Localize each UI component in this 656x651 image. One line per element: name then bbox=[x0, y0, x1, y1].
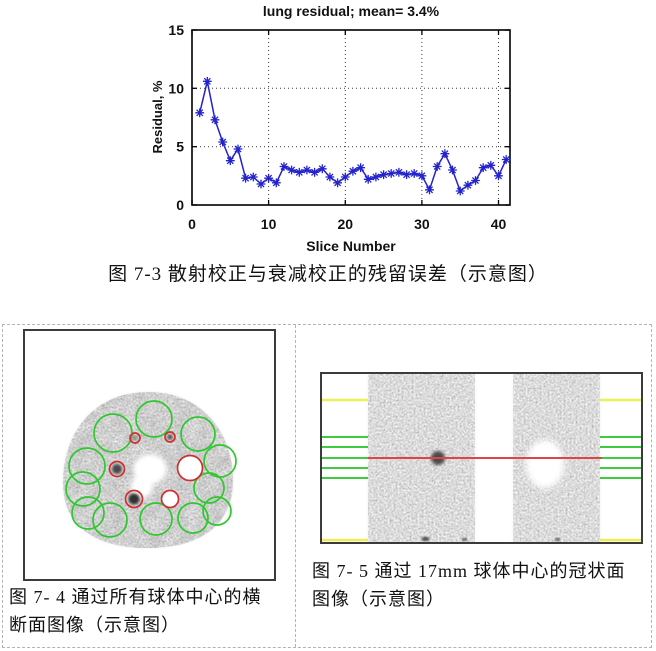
residual-line-chart: 0 10 20 30 40 0 5 10 15 lung residual; mean= 3.4… bbox=[150, 3, 511, 254]
figure-7-4-caption-line1: 图 7- 4 通过所有球体中心的横 bbox=[9, 587, 262, 607]
red-roi-circles bbox=[108, 431, 204, 509]
figures-table: 图 7- 4 通过所有球体中心的横 断面图像（示意图） bbox=[2, 324, 652, 648]
figure-7-5-caption-line2: 图像（示意图） bbox=[312, 589, 445, 609]
svg-text:15: 15 bbox=[168, 22, 184, 38]
svg-text:5: 5 bbox=[176, 139, 184, 155]
residual-chart-figure: 0 10 20 30 40 0 5 10 15 lung residual; mean= 3.4… bbox=[0, 0, 656, 258]
chart-gridlines bbox=[192, 30, 510, 205]
phantom-transaxial-svg bbox=[63, 392, 237, 548]
figure-7-4-caption: 图 7- 4 通过所有球体中心的横 断面图像（示意图） bbox=[9, 583, 293, 639]
phantom-coronal-svg bbox=[322, 374, 641, 542]
figure-7-5-caption: 图 7- 5 通过 17mm 球体中心的冠状面 图像（示意图） bbox=[312, 557, 646, 613]
chart-title: lung residual; mean= 3.4% bbox=[263, 3, 440, 19]
slice-marker-lines bbox=[322, 398, 641, 542]
table-cell-figure-7-4: 图 7- 4 通过所有球体中心的横 断面图像（示意图） bbox=[3, 325, 296, 647]
phantom-coronal-image bbox=[320, 372, 643, 544]
x-axis-label: Slice Number bbox=[306, 238, 396, 254]
svg-text:0: 0 bbox=[176, 197, 184, 213]
phantom-cold-center bbox=[131, 454, 167, 498]
phantom-transaxial-image bbox=[23, 329, 276, 581]
coronal-features bbox=[422, 440, 564, 541]
y-axis-label: Residual, % bbox=[150, 80, 165, 153]
figure-7-4-caption-line2: 断面图像（示意图） bbox=[9, 615, 180, 635]
svg-text:10: 10 bbox=[261, 216, 277, 232]
svg-text:30: 30 bbox=[414, 216, 430, 232]
figure-7-3-caption: 图 7-3 散射校正与衰减校正的残留误差（示意图） bbox=[108, 264, 548, 285]
chart-axes bbox=[191, 29, 511, 206]
figure-7-5-caption-line1: 图 7- 5 通过 17mm 球体中心的冠状面 bbox=[312, 561, 626, 581]
chart-tick-labels: 0 10 20 30 40 0 5 10 15 bbox=[168, 22, 506, 232]
chart-data-series bbox=[195, 76, 511, 196]
svg-text:20: 20 bbox=[338, 216, 354, 232]
table-cell-figure-7-5: 图 7- 5 通过 17mm 球体中心的冠状面 图像（示意图） bbox=[296, 325, 651, 647]
green-roi-circles bbox=[65, 400, 237, 538]
phantom-hot-spots bbox=[112, 434, 173, 505]
svg-text:0: 0 bbox=[188, 216, 196, 232]
svg-text:40: 40 bbox=[491, 216, 507, 232]
svg-text:10: 10 bbox=[168, 80, 184, 96]
